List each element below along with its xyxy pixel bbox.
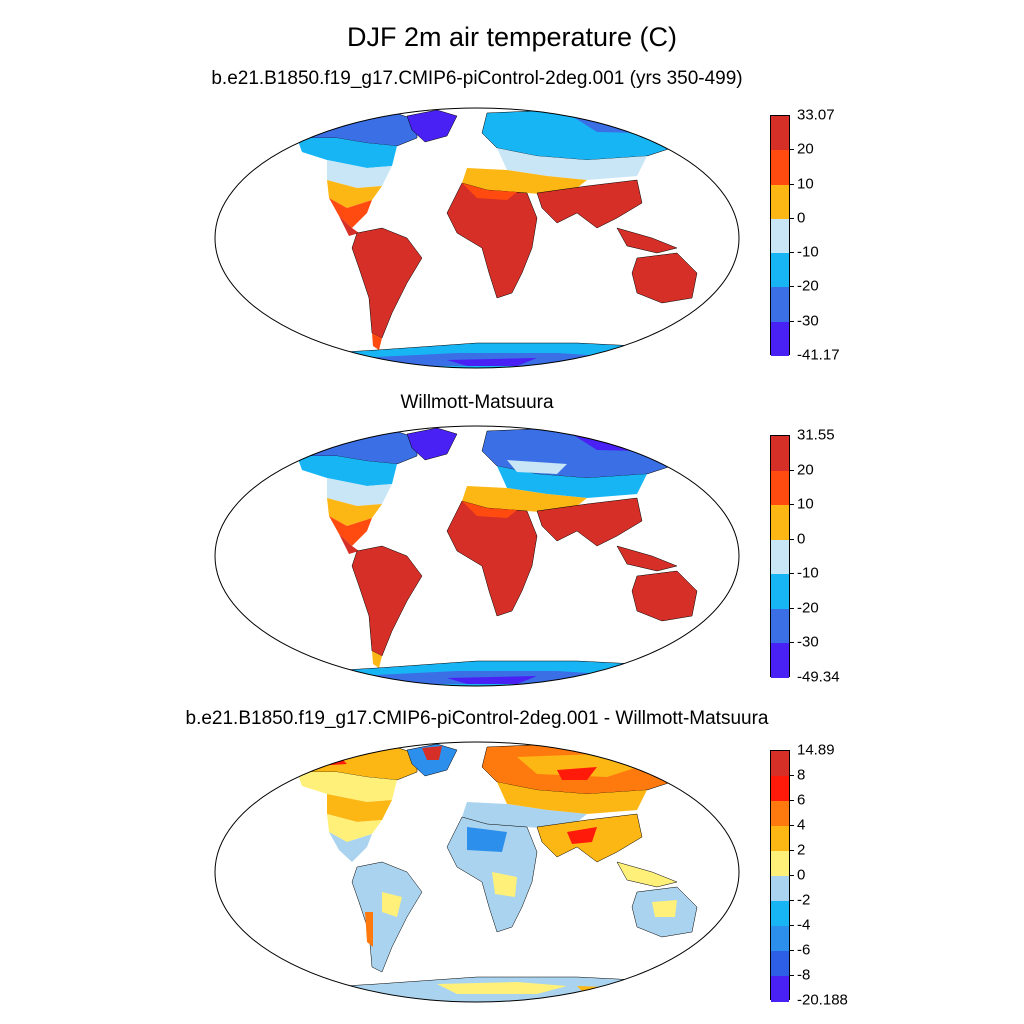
map-panel-2-fill	[276, 427, 720, 686]
colorbar-1-label: -10	[797, 243, 819, 261]
colorbar-3-swatch	[771, 951, 789, 977]
colorbar-2-label: 10	[797, 495, 814, 513]
colorbar-3-tick	[790, 975, 794, 976]
colorbar-3-label: -8	[797, 966, 811, 984]
colorbar-3-swatch	[771, 851, 789, 877]
colorbar-3-swatch	[771, 926, 789, 952]
colorbar-1-label: -41.17	[797, 346, 840, 364]
colorbar-2-label: 0	[797, 530, 806, 548]
colorbar-3-swatch	[771, 976, 789, 1002]
colorbar-1-tick	[790, 217, 794, 219]
colorbar-2-tick	[790, 642, 794, 644]
map-panel-1-border	[214, 107, 740, 369]
colorbar-2-swatch	[771, 574, 789, 610]
colorbar-3-label: 4	[797, 816, 806, 834]
colorbar-2-swatch	[771, 539, 789, 575]
map-panel-1	[214, 107, 740, 369]
colorbar-1-swatch	[771, 116, 789, 151]
colorbar-3-tick	[790, 800, 794, 801]
map-panel-3	[214, 741, 740, 1003]
colorbar-2-box	[770, 435, 790, 679]
map-panel-2-border	[214, 425, 740, 687]
panel-3-title: b.e21.B1850.f19_g17.CMIP6-piControl-2deg…	[185, 708, 769, 729]
colorbar-3-swatch	[771, 901, 789, 927]
panel-1-title: b.e21.B1850.f19_g17.CMIP6-piControl-2deg…	[211, 68, 743, 89]
map-panel-3-border	[214, 741, 740, 1003]
colorbar-3-tick	[790, 825, 794, 826]
colorbar-2-swatch	[771, 436, 789, 472]
colorbar-1-tick	[790, 320, 794, 322]
colorbar-2-label: -49.34	[797, 668, 840, 686]
colorbar-1-label: 10	[797, 175, 814, 193]
colorbar-1-swatch	[771, 150, 789, 186]
colorbar-3: 14.89 8 6 4 2 0 -2 -4 -6 -8 -20.188	[770, 742, 860, 1009]
colorbar-3-label: -6	[797, 941, 811, 959]
panel-2-title: Willmott-Matsuura	[400, 392, 554, 413]
colorbar-3-tick	[790, 775, 794, 776]
colorbar-2-tick	[790, 504, 794, 506]
colorbar-3-tick	[790, 900, 794, 901]
colorbar-2-swatch	[771, 470, 789, 506]
colorbar-3-tick	[790, 925, 794, 926]
colorbar-1-swatch	[771, 253, 789, 288]
colorbar-2-label: -30	[797, 633, 819, 651]
colorbar-3-swatch	[771, 826, 789, 852]
colorbar-1-tick	[790, 286, 794, 288]
map-panel-3-fill	[276, 743, 720, 1002]
colorbar-3-swatch	[771, 876, 789, 902]
colorbar-2-label: 20	[797, 461, 814, 479]
colorbar-1-label: -20	[797, 277, 819, 295]
colorbar-2-label: -20	[797, 599, 819, 617]
map-panel-1-fill	[257, 109, 720, 368]
colorbar-2-label: -10	[797, 564, 819, 582]
colorbar-3-box	[770, 750, 790, 1002]
colorbar-2-swatch	[771, 643, 789, 679]
figure-title: DJF 2m air temperature (C)	[346, 22, 678, 52]
colorbar-1-tick	[790, 149, 794, 151]
colorbar-1-label: 20	[797, 140, 814, 158]
colorbar-1: 33.07 20 10 0 -10 -20 -30 -41.17	[770, 107, 860, 364]
colorbar-2-swatch	[771, 505, 789, 541]
map-panel-2	[214, 425, 740, 687]
colorbar-2-label: 31.55	[797, 426, 835, 444]
colorbar-3-tick	[790, 875, 794, 876]
colorbar-2-tick	[790, 573, 794, 575]
colorbar-3-swatch	[771, 801, 789, 827]
colorbar-3-label: -4	[797, 916, 811, 934]
colorbar-3-swatch	[771, 776, 789, 802]
colorbar-1-label: 0	[797, 209, 806, 227]
colorbar-1-tick	[790, 252, 794, 254]
colorbar-3-label: 0	[797, 866, 806, 884]
colorbar-1-swatch	[771, 287, 789, 323]
colorbar-2-swatch	[771, 608, 789, 644]
colorbar-1-label: 33.07	[797, 106, 835, 124]
colorbar-3-label: 8	[797, 766, 806, 784]
colorbar-3-tick	[790, 950, 794, 951]
colorbar-1-swatch	[771, 321, 789, 357]
colorbar-2-tick	[790, 538, 794, 540]
colorbar-2: 31.55 20 10 0 -10 -20 -30 -49.34	[770, 427, 860, 686]
colorbar-3-label: -2	[797, 891, 811, 909]
colorbar-1-tick	[790, 183, 794, 185]
colorbar-1-swatch	[771, 218, 789, 254]
colorbar-2-tick	[790, 469, 794, 471]
colorbar-3-label: 6	[797, 791, 806, 809]
colorbar-3-label: -20.188	[797, 991, 848, 1009]
colorbar-2-tick	[790, 607, 794, 609]
colorbar-1-box	[770, 115, 790, 357]
colorbar-3-tick	[790, 850, 794, 851]
colorbar-3-label: 2	[797, 841, 806, 859]
colorbar-1-label: -30	[797, 312, 819, 330]
colorbar-3-label: 14.89	[797, 741, 835, 759]
colorbar-1-swatch	[771, 184, 789, 220]
colorbar-3-swatch	[771, 751, 789, 777]
